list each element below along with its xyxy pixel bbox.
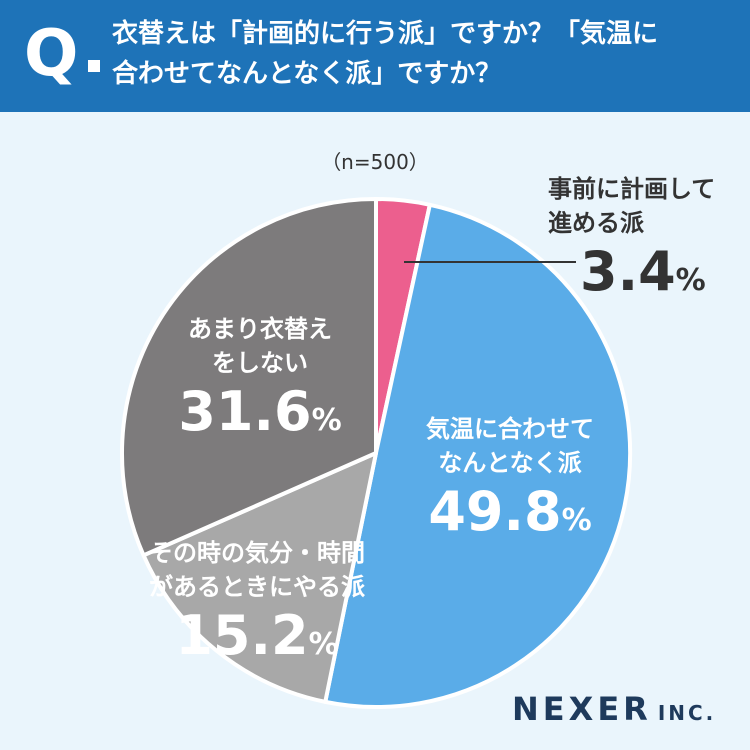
slice-value-2-number: 15.2	[175, 604, 309, 667]
slice-value-1: 49.8%	[398, 480, 622, 553]
slice-value-2: 15.2%	[132, 604, 382, 677]
brand-logo: NEXER INC.	[512, 690, 716, 728]
slice-label-2-line-2: があるときにやる派	[149, 573, 365, 601]
slice-value-0-number: 3.4	[580, 240, 676, 303]
slice-value-3: 31.6%	[150, 380, 370, 453]
slice-value-3-number: 31.6	[178, 380, 312, 443]
brand-name: NEXER	[512, 690, 652, 728]
brand-suffix: INC.	[657, 701, 717, 725]
slice-label-3-line-2: をしない	[212, 349, 308, 377]
question-header: Q 衣替えは「計画的に行う派」ですか？「気温に 合わせてなんとなく派」ですか？	[0, 0, 750, 112]
slice-label-0-line-1: 事前に計画して	[548, 175, 716, 203]
slice-label-1-line-2: なんとなく派	[438, 449, 582, 477]
slice-value-0: 3.4%	[580, 240, 715, 313]
question-line-2: 合わせてなんとなく派」ですか？	[112, 59, 502, 89]
slice-label-0-line-2: 進める派	[548, 209, 644, 237]
slice-label-3: あまり衣替え をしない 31.6%	[150, 312, 370, 453]
slice-label-1: 気温に合わせて なんとなく派 49.8%	[398, 412, 622, 553]
slice-value-1-number: 49.8	[428, 480, 562, 543]
pie-slice-1	[323, 202, 633, 710]
pie-slice-3	[120, 197, 378, 558]
sample-size: （n=500）	[321, 150, 429, 174]
slice-label-1-line-1: 気温に合わせて	[426, 415, 594, 443]
question-mark: Q	[24, 17, 79, 91]
slice-label-0: 事前に計画して 進める派 3.4%	[548, 172, 715, 313]
pie-slice-2	[141, 451, 378, 704]
slice-value-0-unit: %	[675, 263, 706, 298]
slice-label-2-line-1: その時の気分・時間	[149, 539, 365, 567]
slice-label-3-line-1: あまり衣替え	[188, 315, 332, 343]
question-text: 衣替えは「計画的に行う派」ですか？「気温に 合わせてなんとなく派」ですか？	[112, 14, 742, 94]
slice-value-3-unit: %	[311, 403, 342, 438]
slice-value-2-unit: %	[308, 627, 339, 662]
question-mark-dot	[88, 60, 100, 72]
slice-value-1-unit: %	[561, 503, 592, 538]
slice-label-2: その時の気分・時間 があるときにやる派 15.2%	[132, 536, 382, 677]
question-line-1: 衣替えは「計画的に行う派」ですか？「気温に	[112, 19, 659, 49]
